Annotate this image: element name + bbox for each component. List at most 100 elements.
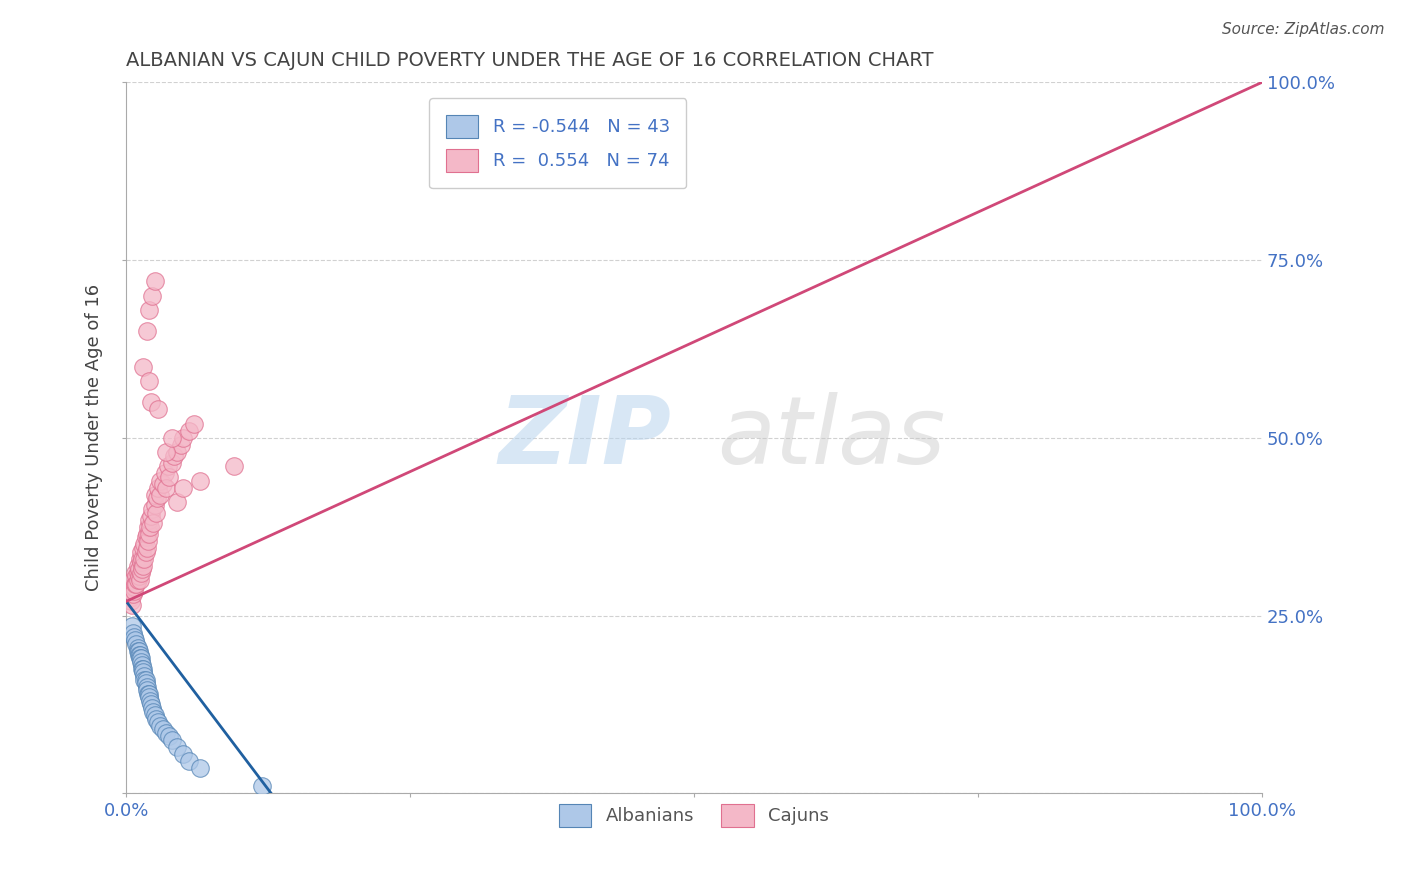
Point: [128, 573, 150, 587]
Point: [135, 530, 157, 544]
Point: [143, 488, 166, 502]
Point: [183, 417, 205, 431]
Point: [135, 680, 157, 694]
Point: [146, 715, 169, 730]
Point: [149, 488, 172, 502]
Text: ZIP: ZIP: [499, 392, 671, 483]
Point: [160, 456, 183, 470]
Point: [127, 566, 149, 580]
Point: [128, 562, 150, 576]
Point: [145, 712, 167, 726]
Point: [128, 651, 150, 665]
Point: [118, 591, 141, 605]
Point: [128, 648, 150, 662]
Point: [122, 626, 145, 640]
Point: [152, 723, 174, 737]
Point: [128, 569, 150, 583]
Point: [124, 633, 146, 648]
Point: [142, 516, 165, 531]
Point: [149, 719, 172, 733]
Point: [143, 499, 166, 513]
Point: [136, 687, 159, 701]
Point: [131, 551, 153, 566]
Point: [129, 555, 152, 569]
Point: [136, 533, 159, 548]
Point: [172, 481, 194, 495]
Point: [142, 705, 165, 719]
Point: [127, 640, 149, 655]
Point: [157, 730, 180, 744]
Point: [157, 459, 180, 474]
Point: [172, 747, 194, 762]
Point: [129, 655, 152, 669]
Point: [138, 690, 160, 705]
Point: [127, 573, 149, 587]
Point: [132, 662, 155, 676]
Point: [172, 431, 194, 445]
Point: [166, 740, 188, 755]
Point: [155, 445, 177, 459]
Point: [124, 566, 146, 580]
Point: [127, 558, 149, 573]
Point: [132, 359, 155, 374]
Point: [149, 474, 172, 488]
Point: [139, 694, 162, 708]
Point: [134, 551, 156, 566]
Point: [138, 687, 160, 701]
Point: [188, 474, 211, 488]
Point: [138, 526, 160, 541]
Point: [141, 288, 163, 302]
Point: [160, 431, 183, 445]
Point: [135, 544, 157, 558]
Text: ALBANIAN VS CAJUN CHILD POVERTY UNDER THE AGE OF 16 CORRELATION CHART: ALBANIAN VS CAJUN CHILD POVERTY UNDER TH…: [127, 51, 934, 70]
Point: [138, 302, 160, 317]
Legend: Albanians, Cajuns: Albanians, Cajuns: [551, 797, 837, 834]
Point: [125, 637, 148, 651]
Point: [124, 576, 146, 591]
Point: [138, 513, 160, 527]
Point: [135, 324, 157, 338]
Point: [141, 698, 163, 712]
Point: [157, 470, 180, 484]
Point: [143, 708, 166, 723]
Point: [122, 580, 145, 594]
Point: [141, 701, 163, 715]
Point: [131, 658, 153, 673]
Point: [129, 566, 152, 580]
Point: [131, 562, 153, 576]
Point: [177, 755, 200, 769]
Point: [141, 509, 163, 524]
Point: [146, 481, 169, 495]
Point: [122, 630, 145, 644]
Point: [129, 651, 152, 665]
Point: [155, 726, 177, 740]
Point: [125, 576, 148, 591]
Point: [129, 544, 152, 558]
Point: [135, 676, 157, 690]
Point: [132, 558, 155, 573]
Point: [139, 519, 162, 533]
Point: [163, 449, 186, 463]
Point: [128, 644, 150, 658]
Point: [122, 583, 145, 598]
Point: [146, 402, 169, 417]
Point: [117, 587, 139, 601]
Point: [152, 477, 174, 491]
Point: [141, 502, 163, 516]
Point: [224, 459, 246, 474]
Y-axis label: Child Poverty Under the Age of 16: Child Poverty Under the Age of 16: [86, 285, 103, 591]
Point: [177, 424, 200, 438]
Point: [135, 526, 157, 541]
Point: [125, 569, 148, 583]
Point: [134, 669, 156, 683]
Point: [122, 587, 145, 601]
Point: [146, 491, 169, 506]
Point: [143, 275, 166, 289]
Point: [134, 673, 156, 687]
Point: [121, 580, 143, 594]
Point: [131, 662, 153, 676]
Point: [136, 519, 159, 533]
Point: [188, 762, 211, 776]
Point: [170, 438, 193, 452]
Point: [135, 673, 157, 687]
